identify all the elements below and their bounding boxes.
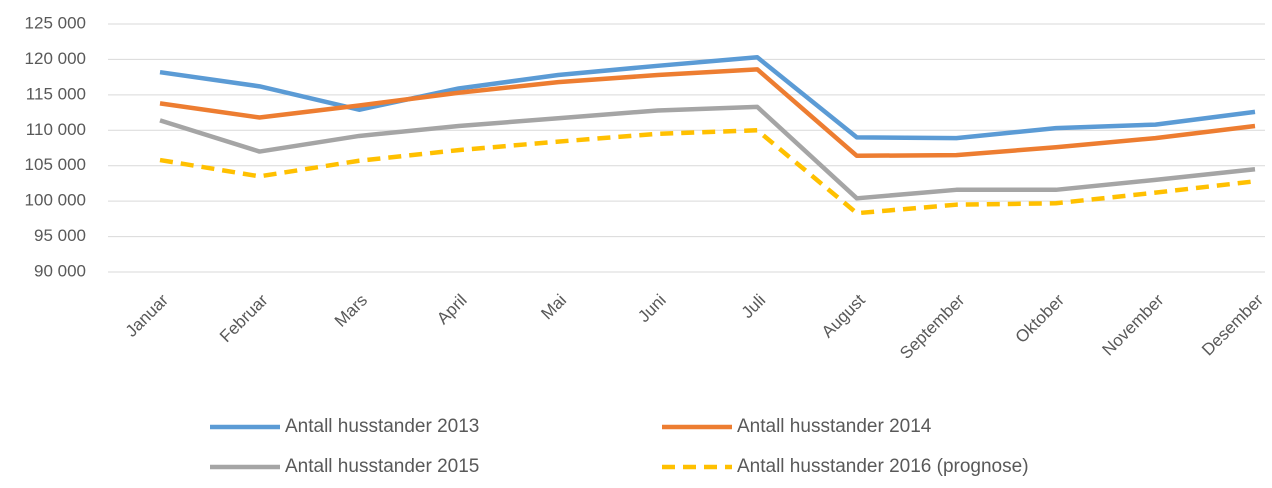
legend-label: Antall husstander 2016 (prognose) [737,456,1029,477]
y-tick-label: 125 000 [25,13,86,32]
series-line [159,104,1256,201]
y-tick-label: 95 000 [34,226,86,245]
x-tick-label: Desember [1198,290,1267,359]
legend-label: Antall husstander 2014 [737,416,932,437]
x-tick-label: September [896,290,968,362]
series-line [159,128,1256,216]
x-tick-label: November [1099,290,1168,359]
legend: Antall husstander 2013 Antall husstander … [210,416,1029,477]
y-tick-label: 105 000 [25,155,86,174]
legend-label: Antall husstander 2013 [285,416,479,437]
x-tick-label: Februar [216,290,272,346]
x-tick-label: Oktober [1012,290,1068,346]
legend-label: Antall husstander 2015 [285,456,479,477]
x-tick-label: Juli [738,291,769,322]
series-line [159,55,1256,141]
x-tick-label: Juni [634,291,669,326]
series-line [159,67,1256,159]
x-tick-label: Januar [122,290,172,340]
y-tick-label: 90 000 [34,261,86,280]
x-tick-label: April [433,291,470,328]
y-tick-label: 100 000 [25,191,86,210]
x-tick-label: Mars [331,291,371,331]
y-tick-label: 110 000 [26,120,86,139]
y-tick-label: 120 000 [25,49,86,68]
x-tick-label: Mai [537,291,570,324]
x-tick-label: August [818,290,869,341]
y-tick-label: 115 000 [26,84,86,103]
